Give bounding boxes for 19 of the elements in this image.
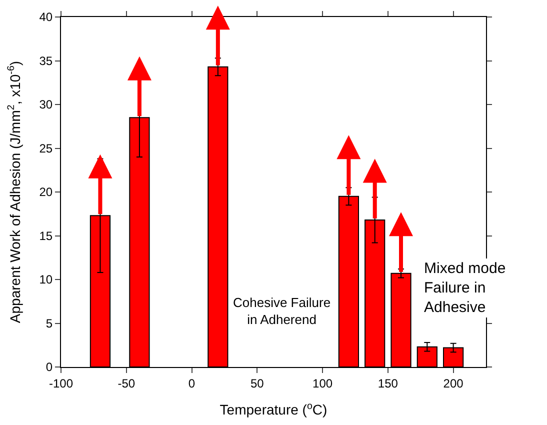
y-tick-label: 5	[46, 316, 53, 330]
y-tick-label: 25	[39, 141, 53, 156]
x-tick-label: 200	[443, 376, 464, 390]
y-tick-label: 30	[39, 98, 53, 112]
y-tick-label: 0	[46, 360, 53, 374]
x-tick-label: 100	[312, 376, 333, 390]
x-tick-label: -50	[118, 376, 136, 390]
y-tick-label: 20	[39, 185, 53, 200]
x-tick-label: 0	[188, 376, 196, 390]
x-tick-label: 150	[378, 376, 398, 390]
x-tick-label: -100	[48, 376, 74, 390]
y-tick-label: 15	[39, 228, 53, 243]
annotation: Mixed mode Failure in Adhesive	[424, 260, 506, 316]
x-tick-label: 50	[250, 376, 264, 390]
y-tick-label: 35	[39, 54, 53, 68]
annotation: Cohesive Failure in Adherend	[233, 295, 331, 327]
y-tick-label: 40	[39, 10, 53, 24]
y-tick-label: 10	[39, 272, 53, 287]
x-axis-title: Temperature ($^{o}$C)	[220, 400, 328, 418]
